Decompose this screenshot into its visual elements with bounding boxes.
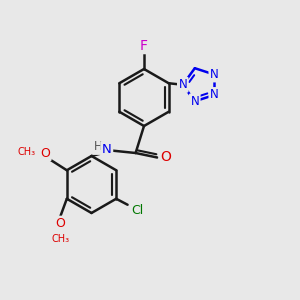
Text: CH₃: CH₃ [17,147,35,157]
Text: F: F [140,39,148,52]
Text: H: H [93,140,102,154]
Text: O: O [55,217,65,230]
Text: O: O [40,147,50,160]
Text: N: N [190,95,199,108]
Text: O: O [160,150,171,164]
Text: N: N [210,88,219,101]
Text: N: N [178,78,187,91]
Text: N: N [102,142,112,156]
Text: N: N [210,68,219,81]
Text: CH₃: CH₃ [51,234,69,244]
Text: Cl: Cl [132,204,144,217]
